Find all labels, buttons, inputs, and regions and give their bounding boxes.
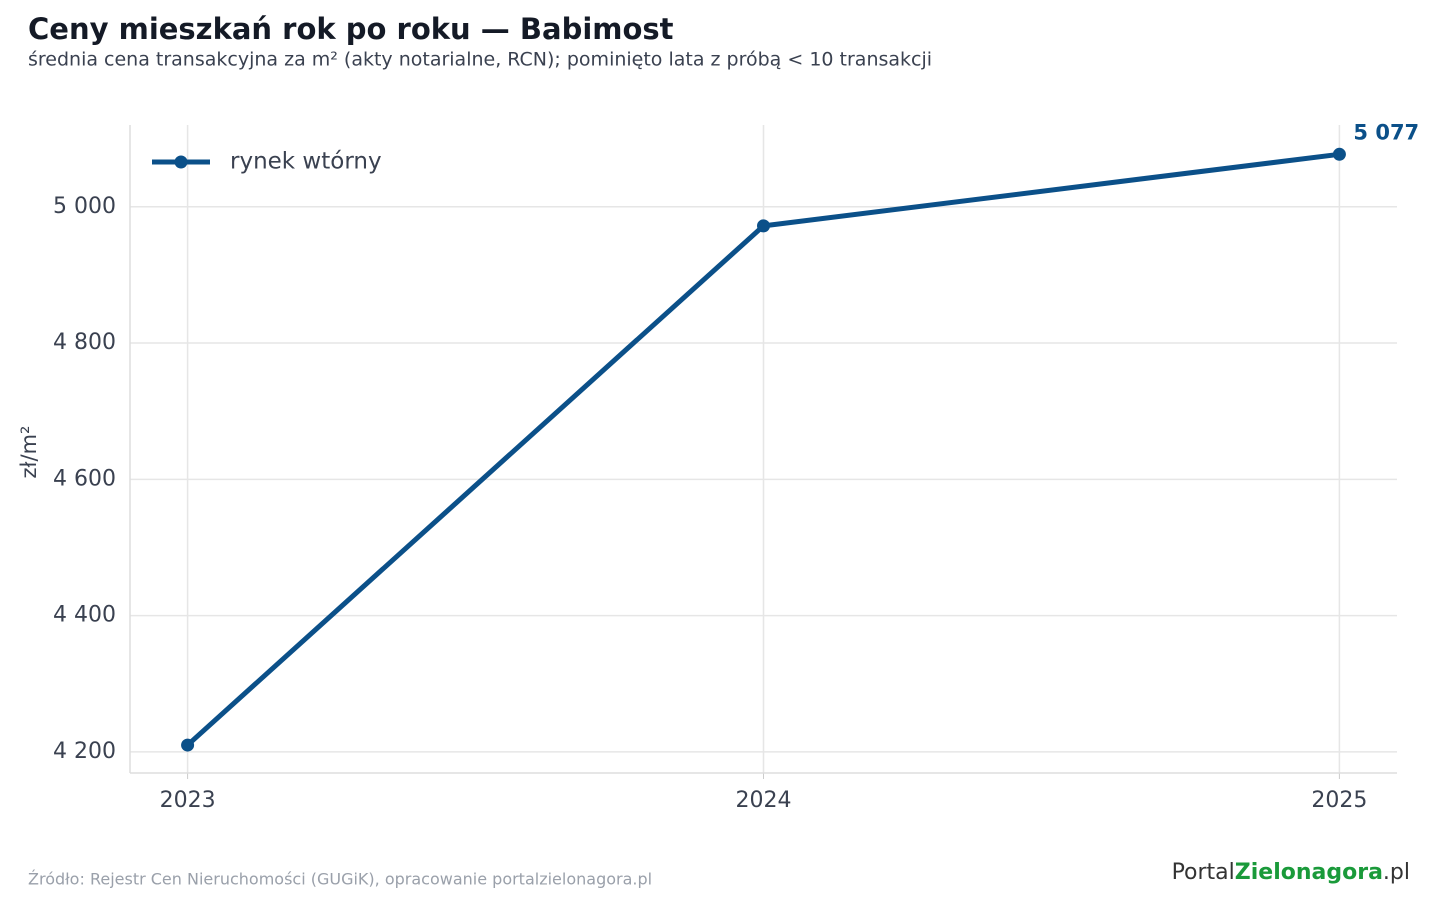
point	[1332, 147, 1346, 161]
legend-label: rynek wtórny	[230, 149, 382, 175]
y-tick-label: 4 600	[53, 466, 116, 491]
logo-part: .pl	[1383, 860, 1410, 885]
x-tick-label: 2025	[1311, 788, 1367, 813]
point	[181, 738, 195, 752]
y-tick-label: 4 400	[53, 603, 116, 628]
logo: PortalZielonagora.pl	[1172, 860, 1410, 885]
logo-part: Zielonagora	[1235, 860, 1383, 885]
point	[757, 219, 770, 233]
legend-marker	[174, 155, 188, 169]
y-axis-label: zł/m²	[17, 426, 41, 479]
source-note: Źródło: Rejestr Cen Nieruchomości (GUGiK…	[28, 870, 652, 889]
y-tick-label: 4 800	[53, 330, 116, 355]
x-tick-label: 2024	[736, 788, 792, 813]
y-tick-label: 5 000	[53, 194, 116, 219]
y-tick-label: 4 200	[53, 739, 116, 764]
chart-subtitle: średnia cena transakcyjna za m² (akty no…	[28, 49, 932, 71]
data-label: 5 077	[1353, 120, 1419, 144]
x-tick-label: 2023	[160, 788, 216, 813]
logo-part: Portal	[1172, 860, 1235, 885]
chart-title: Ceny mieszkań rok po roku — Babimost	[28, 12, 674, 46]
